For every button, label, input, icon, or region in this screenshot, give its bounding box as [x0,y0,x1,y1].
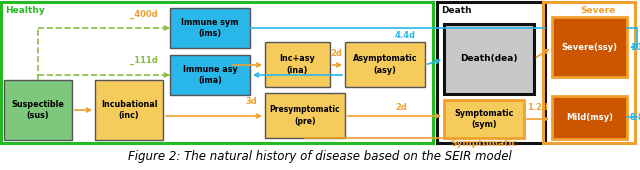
Text: 8.8d: 8.8d [630,113,640,122]
Bar [4,80,72,140]
Bar [444,100,524,138]
Text: 4.4d: 4.4d [395,30,416,39]
Text: Inc+asy
(ina): Inc+asy (ina) [280,54,316,75]
Bar [444,24,534,94]
Text: Death(dea): Death(dea) [460,55,518,64]
Text: Presymptomatic
(pre): Presymptomatic (pre) [269,105,340,126]
Bar [170,55,250,95]
Bar [345,42,425,87]
Text: 10d: 10d [630,42,640,52]
Text: 2d: 2d [395,103,407,112]
Text: Symptomatic: Symptomatic [450,139,517,148]
Text: Immune asy
(ima): Immune asy (ima) [182,65,237,85]
Text: Healthy: Healthy [5,6,45,15]
Bar [552,17,627,77]
Text: Death: Death [441,6,472,15]
Text: Immune sym
(ims): Immune sym (ims) [181,18,239,38]
Bar [437,2,545,143]
Text: Severe: Severe [580,6,615,15]
Bar [265,93,345,138]
Text: _111d: _111d [130,55,158,65]
Text: _400d: _400d [130,9,157,19]
Text: Asymptomatic
(asy): Asymptomatic (asy) [353,54,417,75]
Bar [552,96,627,139]
Text: Symptomatic
(sym): Symptomatic (sym) [454,109,514,129]
Bar [170,8,250,48]
Text: Mild(msy): Mild(msy) [566,113,613,122]
Text: 2d: 2d [330,49,342,58]
Text: Incubational
(inc): Incubational (inc) [100,100,157,120]
Bar [1,2,433,143]
Bar [265,42,330,87]
Bar [95,80,163,140]
Text: 3d: 3d [245,98,257,106]
Text: Figure 2: The natural history of disease based on the SEIR model: Figure 2: The natural history of disease… [128,150,512,163]
Bar [543,2,635,143]
Text: Suspectible
(sus): Suspectible (sus) [12,100,65,120]
Text: 1.2d: 1.2d [527,103,548,112]
Text: Severe(ssy): Severe(ssy) [561,42,618,52]
